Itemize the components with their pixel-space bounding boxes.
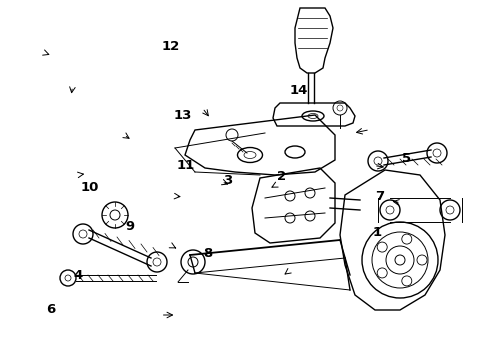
Text: 6: 6 bbox=[47, 303, 56, 316]
Text: 14: 14 bbox=[289, 84, 308, 96]
Text: 12: 12 bbox=[162, 40, 180, 53]
Text: 5: 5 bbox=[402, 152, 411, 165]
Text: 4: 4 bbox=[74, 269, 83, 282]
Text: 7: 7 bbox=[375, 190, 384, 203]
Text: 2: 2 bbox=[277, 170, 286, 183]
Text: 10: 10 bbox=[81, 181, 99, 194]
Text: 11: 11 bbox=[176, 159, 195, 172]
Text: 13: 13 bbox=[174, 109, 193, 122]
Text: 9: 9 bbox=[125, 220, 134, 233]
Text: 1: 1 bbox=[372, 226, 382, 239]
Text: 3: 3 bbox=[223, 174, 232, 186]
Text: 8: 8 bbox=[203, 247, 213, 260]
